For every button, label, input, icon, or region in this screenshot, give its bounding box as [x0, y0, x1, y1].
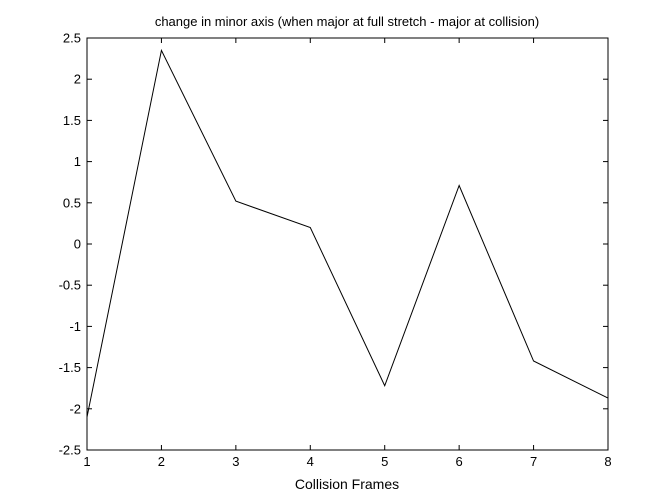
x-tick-label: 4 — [307, 454, 314, 469]
y-tick-label: -1.5 — [59, 360, 81, 375]
x-tick-label: 3 — [232, 454, 239, 469]
x-axis-label: Collision Frames — [295, 476, 399, 492]
y-tick-label: -0.5 — [59, 278, 81, 293]
y-tick-label: -1 — [69, 319, 81, 334]
x-tick-label: 5 — [381, 454, 388, 469]
y-tick-label: 2.5 — [63, 31, 81, 46]
chart-title: change in minor axis (when major at full… — [155, 14, 539, 29]
series-line — [86, 48, 609, 418]
y-tick-label: 0.5 — [63, 195, 81, 210]
y-tick-label: 2 — [74, 72, 81, 87]
x-tick-label: 2 — [158, 454, 165, 469]
y-axis-ticks — [87, 37, 608, 451]
series-group — [86, 48, 609, 418]
x-axis-tick-labels: 1 2 3 4 5 6 7 8 — [83, 454, 611, 469]
y-tick-label: 1.5 — [63, 113, 81, 128]
y-tick-label: 0 — [74, 237, 81, 252]
y-tick-label: -2 — [69, 401, 81, 416]
x-tick-label: 7 — [530, 454, 537, 469]
x-tick-label: 8 — [604, 454, 611, 469]
plot-area — [86, 37, 609, 451]
x-axis-ticks — [86, 38, 609, 450]
y-tick-label: -2.5 — [59, 443, 81, 458]
y-tick-label: 1 — [74, 154, 81, 169]
y-axis-tick-labels: 2.5 2 1.5 1 0.5 0 -0.5 -1 -1.5 -2 -2.5 — [59, 31, 81, 458]
x-tick-label: 6 — [456, 454, 463, 469]
x-tick-label: 1 — [83, 454, 90, 469]
